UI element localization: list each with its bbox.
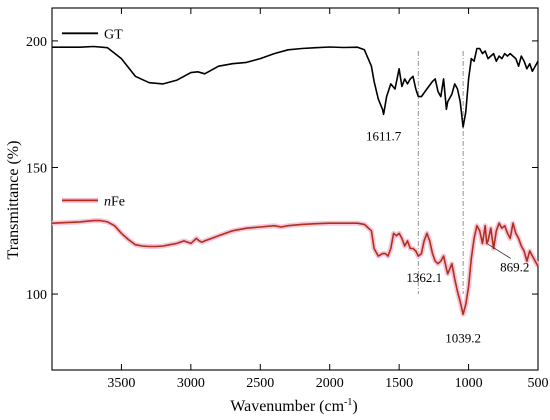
x-axis-title: Wavenumber (cm-1) xyxy=(230,397,357,415)
x-tick-label: 2000 xyxy=(316,376,344,391)
annotation-label: 869.2 xyxy=(500,259,529,274)
series-nFe-line xyxy=(51,219,539,316)
annotation-label: 1039.2 xyxy=(445,330,481,345)
x-tick-label: 3000 xyxy=(177,376,205,391)
y-axis-title: Transmittance (%) xyxy=(5,141,22,260)
x-tick-label: 500 xyxy=(528,376,549,391)
legend-label: nFe xyxy=(104,194,125,209)
annotation-leader xyxy=(486,243,511,259)
annotation-label: 1362.1 xyxy=(406,270,442,285)
plot-frame xyxy=(51,7,539,371)
y-tick-label: 100 xyxy=(26,288,47,303)
series-GT-line xyxy=(52,45,539,128)
x-tick-label: 2500 xyxy=(246,376,274,391)
y-tick-label: 150 xyxy=(26,161,47,176)
x-tick-label: 3500 xyxy=(107,376,135,391)
series-nFe-halo xyxy=(51,218,541,317)
y-tick-label: 200 xyxy=(26,35,47,50)
annotation-label: 1611.7 xyxy=(366,128,402,143)
x-tick-label: 1000 xyxy=(455,376,483,391)
legend-label: GT xyxy=(104,27,123,42)
x-tick-label: 1500 xyxy=(385,376,413,391)
